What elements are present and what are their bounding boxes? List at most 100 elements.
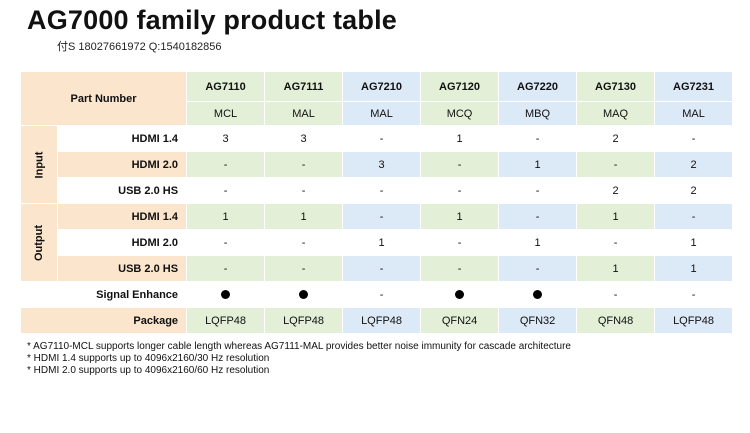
product-suffix-ag7231: MAL <box>655 102 734 126</box>
table-cell: - <box>187 178 266 204</box>
table-cell: - <box>499 126 578 152</box>
product-suffix-ag7220: MBQ <box>499 102 578 126</box>
table-cell: - <box>187 256 266 282</box>
table-row: USB 2.0 HS - - - - - 1 1 <box>21 256 734 282</box>
table-cell: QFN24 <box>421 308 500 334</box>
bullet-dot-icon <box>221 290 231 300</box>
table-cell: - <box>343 126 422 152</box>
table-cell: - <box>343 204 422 230</box>
table-cell: 3 <box>343 152 422 178</box>
table-cell: - <box>421 178 500 204</box>
table-cell: 1 <box>499 152 578 178</box>
table-cell: - <box>577 230 656 256</box>
footnote: * AG7110-MCL supports longer cable lengt… <box>27 341 571 352</box>
table-cell: - <box>421 152 500 178</box>
bullet-dot-icon <box>299 290 309 300</box>
table-cell: 1 <box>655 256 734 282</box>
table-cell: 1 <box>499 230 578 256</box>
table-cell: - <box>265 230 344 256</box>
header-row-names: Part Number AG7110 AG7111 AG7210 AG7120 … <box>21 72 734 126</box>
product-name-ag7120: AG7120 <box>421 72 500 102</box>
table-cell <box>499 282 578 308</box>
table-cell <box>187 282 266 308</box>
row-label-input-usb20: USB 2.0 HS <box>58 178 188 204</box>
table-row: HDMI 2.0 - - 1 - 1 - 1 <box>21 230 734 256</box>
product-name-ag7110: AG7110 <box>187 72 266 102</box>
footnote: * HDMI 1.4 supports up to 4096x2160/30 H… <box>27 353 270 364</box>
table-cell <box>421 282 500 308</box>
table-row: Package LQFP48 LQFP48 LQFP48 QFN24 QFN32… <box>21 308 734 334</box>
product-name-ag7111: AG7111 <box>265 72 344 102</box>
table-cell: 1 <box>421 126 500 152</box>
table-cell: - <box>343 282 422 308</box>
table-cell: - <box>343 178 422 204</box>
product-name-ag7130: AG7130 <box>577 72 656 102</box>
table-cell: 1 <box>577 256 656 282</box>
table-cell: 1 <box>655 230 734 256</box>
table-cell: - <box>265 256 344 282</box>
bullet-dot-icon <box>455 290 465 300</box>
row-label-input-hdmi14: HDMI 1.4 <box>58 126 188 152</box>
product-suffix-ag7210: MAL <box>343 102 422 126</box>
table-cell: LQFP48 <box>343 308 422 334</box>
input-group-label: Input <box>21 126 59 204</box>
table-row: Output HDMI 1.4 1 1 - 1 - 1 - <box>21 204 734 282</box>
table-cell: LQFP48 <box>655 308 734 334</box>
table-cell: QFN32 <box>499 308 578 334</box>
table-cell: - <box>499 178 578 204</box>
product-suffix-ag7111: MAL <box>265 102 344 126</box>
table-cell: LQFP48 <box>187 308 266 334</box>
contact-info: 付S 18027661972 Q:1540182856 <box>57 41 222 53</box>
table-cell <box>265 282 344 308</box>
footnotes: * AG7110-MCL supports longer cable lengt… <box>27 341 571 377</box>
bullet-dot-icon <box>533 290 543 300</box>
table-cell: 1 <box>343 230 422 256</box>
table-cell: - <box>499 256 578 282</box>
table-cell: LQFP48 <box>265 308 344 334</box>
part-number-header: Part Number <box>21 72 188 126</box>
table-cell: QFN48 <box>577 308 656 334</box>
output-group-text: Output <box>33 224 46 261</box>
table-cell: 1 <box>187 204 266 230</box>
product-suffix-ag7110: MCL <box>187 102 266 126</box>
table-cell: - <box>343 256 422 282</box>
table-row: USB 2.0 HS - - - - - 2 2 <box>21 178 734 204</box>
table-cell: 1 <box>421 204 500 230</box>
product-name-ag7220: AG7220 <box>499 72 578 102</box>
product-name-ag7210: AG7210 <box>343 72 422 102</box>
row-label-output-usb20: USB 2.0 HS <box>58 256 188 282</box>
row-label-signal-enhance: Signal Enhance <box>21 282 188 308</box>
product-suffix-ag7120: MCQ <box>421 102 500 126</box>
table-cell: 3 <box>265 126 344 152</box>
table-cell: 2 <box>577 126 656 152</box>
row-label-package: Package <box>21 308 188 334</box>
table-cell: - <box>187 230 266 256</box>
input-group-text: Input <box>33 151 46 178</box>
product-name-ag7231: AG7231 <box>655 72 734 102</box>
table-cell: - <box>187 152 266 178</box>
table-cell: - <box>577 282 656 308</box>
header-row-suffix: MCL MAL MAL MCQ MBQ MAQ MAL <box>21 102 734 126</box>
table-row: Signal Enhance - - - <box>21 282 734 308</box>
table-cell: 2 <box>655 152 734 178</box>
table-cell: - <box>265 178 344 204</box>
table-cell: - <box>421 230 500 256</box>
page-title: AG7000 family product table <box>27 5 398 35</box>
output-group-label: Output <box>21 204 59 282</box>
table-cell: - <box>577 152 656 178</box>
product-table: Part Number AG7110 AG7111 AG7210 AG7120 … <box>21 72 734 334</box>
row-label-input-hdmi20: HDMI 2.0 <box>58 152 188 178</box>
table-row: HDMI 2.0 - - 3 - 1 - 2 <box>21 152 734 178</box>
table-cell: - <box>499 204 578 230</box>
table-row: Input HDMI 1.4 3 3 - 1 - 2 - <box>21 126 734 204</box>
product-suffix-ag7130: MAQ <box>577 102 656 126</box>
table-cell: - <box>265 152 344 178</box>
table-cell: 2 <box>655 178 734 204</box>
row-label-output-hdmi20: HDMI 2.0 <box>58 230 188 256</box>
table-cell: 3 <box>187 126 266 152</box>
table-cell: 1 <box>265 204 344 230</box>
table-cell: 2 <box>577 178 656 204</box>
row-label-output-hdmi14: HDMI 1.4 <box>58 204 188 230</box>
table-cell: 1 <box>577 204 656 230</box>
table-cell: - <box>655 282 734 308</box>
